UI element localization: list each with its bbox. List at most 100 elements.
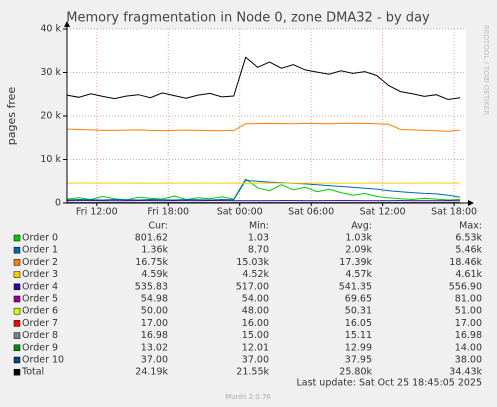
legend-label: Order 1	[22, 245, 58, 256]
legend-label: Total	[21, 367, 44, 378]
legend-stat: 16.98	[141, 330, 168, 341]
x-tick-label: Sat 18:00	[431, 207, 477, 218]
legend-label: Order 3	[22, 269, 58, 280]
legend-swatch	[13, 368, 21, 376]
legend-stat: 37.00	[242, 355, 269, 366]
legend-swatch	[13, 344, 21, 352]
legend-stat: 5.46k	[455, 245, 482, 256]
legend-stat: 517.00	[236, 281, 269, 292]
x-axis-arrow	[468, 200, 474, 206]
legend-label: Order 2	[22, 257, 58, 268]
legend-stat: 13.02	[141, 342, 168, 353]
legend-label: Order 6	[22, 306, 58, 317]
legend-stat: 1.03	[248, 233, 269, 244]
legend-stat: 1.03k	[345, 233, 372, 244]
legend-swatch	[13, 259, 21, 266]
legend-stat: 4.61k	[455, 269, 482, 280]
x-tick-label: Fri 18:00	[147, 207, 189, 218]
y-tick-label: 10 k	[40, 154, 61, 165]
legend-stat: 37.95	[345, 355, 372, 366]
legend-label: Order 8	[22, 330, 58, 341]
legend-swatch	[13, 283, 21, 291]
legend-header: Max:	[459, 221, 482, 232]
legend-stat: 50.31	[345, 306, 372, 317]
legend-label: Order 7	[22, 318, 58, 329]
legend-swatch	[13, 234, 21, 242]
legend-stat: 18.46k	[449, 257, 482, 268]
legend-stat: 37.00	[141, 355, 168, 366]
x-tick-label: Sat 12:00	[360, 207, 406, 218]
last-update: Last update: Sat Oct 25 18:45:05 2025	[296, 378, 482, 389]
legend-stat: 12.99	[345, 342, 372, 353]
series-line	[66, 178, 461, 201]
legend-swatch	[13, 320, 21, 327]
legend-stat: 15.00	[242, 330, 269, 341]
legend-label: Order 4	[22, 281, 58, 292]
legend-stat: 1.36k	[141, 245, 168, 256]
legend-stat: 4.57k	[345, 269, 372, 280]
legend-label: Order 0	[22, 233, 58, 244]
y-tick-label: 40 k	[40, 24, 61, 35]
legend-swatch	[13, 295, 21, 303]
x-tick-label: Sat 00:00	[217, 207, 263, 218]
legend-stat: 15.03k	[236, 257, 269, 268]
legend-stat: 15.11	[345, 330, 372, 341]
legend-stat: 16.00	[242, 318, 269, 329]
legend-stat: 17.00	[455, 318, 482, 329]
legend-swatch	[13, 246, 21, 254]
legend-stat: 34.43k	[449, 367, 482, 378]
legend-stat: 48.00	[242, 306, 269, 317]
legend-stat: 51.00	[455, 306, 482, 317]
legend-swatch	[13, 307, 21, 315]
legend-stat: 16.75k	[135, 257, 168, 268]
legend-header: Cur:	[148, 221, 168, 232]
legend-stat: 16.98	[455, 330, 482, 341]
legend-swatch	[13, 356, 21, 364]
legend-label: Order 5	[22, 294, 58, 305]
legend-swatch	[13, 271, 21, 278]
legend-stat: 50.00	[141, 306, 168, 317]
legend-header: Min:	[249, 221, 269, 232]
legend-header: Avg:	[351, 221, 372, 232]
legend-stat: 14.00	[455, 342, 482, 353]
footer: Munin 2.0.76	[225, 393, 271, 401]
legend-stat: 8.70	[248, 245, 269, 256]
y-axis-arrow	[64, 21, 70, 27]
legend-stat: 69.65	[345, 294, 372, 305]
legend-stat: 54.98	[141, 294, 168, 305]
legend-stat: 4.59k	[141, 269, 168, 280]
y-tick-label: 30 k	[40, 67, 61, 78]
legend-label: Order 9	[22, 342, 58, 353]
legend-label: Order 10	[22, 355, 64, 366]
y-axis-label: pages free	[5, 87, 18, 146]
x-tick-label: Fri 12:00	[76, 207, 118, 218]
legend-stat: 541.35	[339, 281, 372, 292]
legend-stat: 12.01	[242, 342, 269, 353]
series-line	[66, 179, 461, 201]
x-tick-label: Sat 06:00	[288, 207, 334, 218]
legend-stat: 24.19k	[135, 367, 168, 378]
legend-stat: 25.80k	[339, 367, 372, 378]
y-tick-label: 0	[55, 198, 61, 209]
chart-title: Memory fragmentation in Node 0, zone DMA…	[66, 11, 430, 26]
legend-swatch	[13, 332, 21, 339]
legend-stat: 16.05	[345, 318, 372, 329]
series-line	[66, 56, 461, 101]
legend-stat: 4.52k	[242, 269, 269, 280]
side-note: RRDTOOL / TOBI OETIKER	[482, 25, 490, 115]
legend-stat: 535.83	[135, 281, 168, 292]
legend-stat: 2.09k	[345, 245, 372, 256]
legend-stat: 38.00	[455, 355, 482, 366]
legend-stat: 6.53k	[455, 233, 482, 244]
legend-stat: 556.90	[449, 281, 482, 292]
legend: Cur: Min: Avg: Max: Order 0 801.62 1.03 1.03k 6.…	[13, 221, 482, 378]
series-line	[66, 122, 461, 132]
legend-stat: 81.00	[455, 294, 482, 305]
legend-stat: 21.55k	[236, 367, 269, 378]
legend-stat: 54.00	[242, 294, 269, 305]
legend-stat: 801.62	[135, 233, 168, 244]
legend-stat: 17.39k	[339, 257, 372, 268]
y-tick-label: 20 k	[40, 111, 61, 122]
